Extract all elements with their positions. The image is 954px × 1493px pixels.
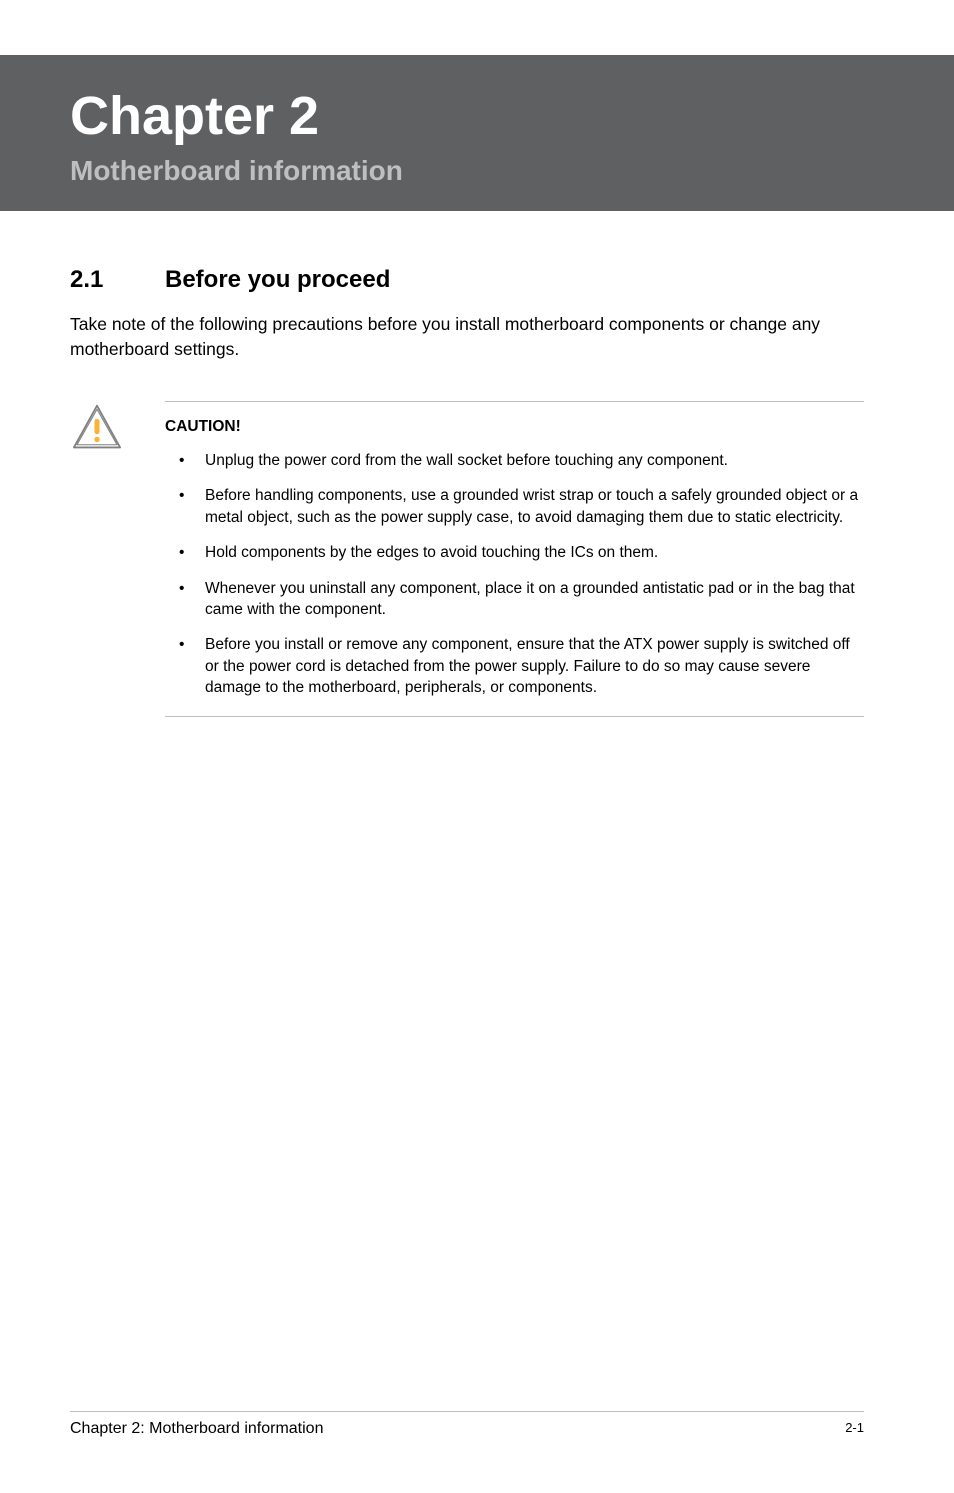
caution-list-item: Hold components by the edges to avoid to…: [165, 542, 864, 563]
caution-list-item: Unplug the power cord from the wall sock…: [165, 450, 864, 471]
caution-block: CAUTION! Unplug the power cord from the …: [70, 401, 864, 717]
caution-label: CAUTION!: [165, 418, 864, 436]
caution-triangle-icon: [70, 403, 124, 451]
section-number: 2.1: [70, 266, 165, 294]
main-content: 2.1 Before you proceed Take note of the …: [0, 211, 954, 717]
chapter-title: Chapter 2: [70, 85, 884, 147]
section-intro-text: Take note of the following precautions b…: [70, 312, 864, 361]
section-heading: 2.1 Before you proceed: [70, 266, 864, 294]
footer-page-number: 2-1: [845, 1420, 864, 1438]
chapter-header: Chapter 2 Motherboard information: [0, 55, 954, 211]
chapter-subtitle: Motherboard information: [70, 155, 884, 187]
caution-list-item: Before you install or remove any compone…: [165, 634, 864, 698]
caution-list-item: Whenever you uninstall any component, pl…: [165, 578, 864, 621]
caution-text-column: CAUTION! Unplug the power cord from the …: [165, 401, 864, 717]
section-title: Before you proceed: [165, 266, 390, 294]
caution-icon-column: [70, 401, 165, 456]
footer-left-text: Chapter 2: Motherboard information: [70, 1420, 323, 1438]
caution-list-item: Before handling components, use a ground…: [165, 485, 864, 528]
caution-list: Unplug the power cord from the wall sock…: [165, 450, 864, 698]
page-footer: Chapter 2: Motherboard information 2-1: [70, 1411, 864, 1438]
